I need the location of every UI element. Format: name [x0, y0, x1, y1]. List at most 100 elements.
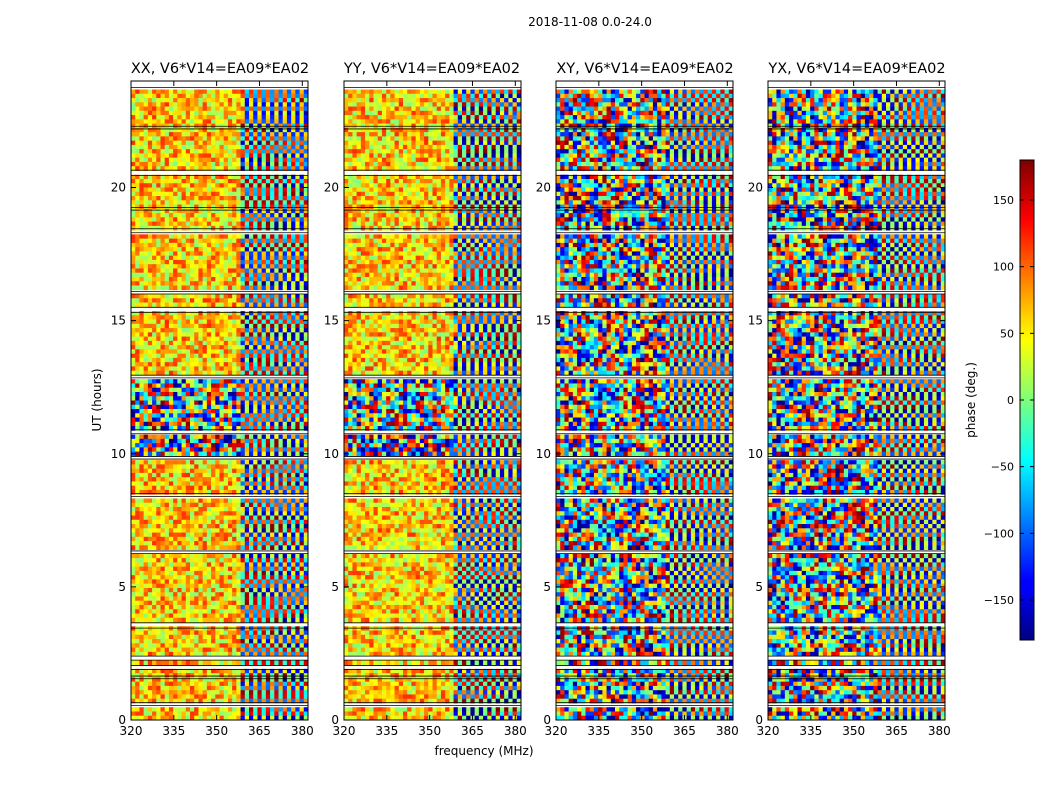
heatmap-cell [173, 234, 178, 239]
heatmap-cell [266, 294, 271, 299]
heatmap-cell [224, 200, 229, 205]
heatmap-cell [182, 222, 187, 227]
heatmap-cell [165, 183, 170, 188]
heatmap-cell [291, 192, 296, 197]
heatmap-cell [135, 119, 140, 124]
heatmap-cell [249, 264, 254, 269]
heatmap-cell [283, 256, 288, 261]
heatmap-cell [266, 196, 271, 201]
heatmap-cell [262, 247, 267, 252]
heatmap-cell [270, 222, 275, 227]
heatmap-cell [144, 294, 149, 299]
heatmap-cell [131, 115, 136, 120]
heatmap-cell [274, 213, 279, 218]
heatmap-cell [144, 183, 149, 188]
heatmap-cell [262, 102, 267, 107]
heatmap-cell [245, 145, 250, 150]
heatmap-cell [266, 209, 271, 214]
heatmap-cell [262, 205, 267, 210]
heatmap-cell [131, 94, 136, 99]
heatmap-cell [203, 222, 208, 227]
heatmap-cell [194, 136, 199, 141]
heatmap-cell [228, 251, 233, 256]
heatmap-cell [245, 111, 250, 116]
heatmap-cell [245, 239, 250, 244]
heatmap-cell [186, 294, 191, 299]
heatmap-cell [135, 226, 140, 231]
heatmap-cell [236, 268, 241, 273]
heatmap-cell [295, 136, 300, 141]
heatmap-cell [139, 200, 144, 205]
heatmap-cell [177, 273, 182, 278]
heatmap-cell [262, 281, 267, 286]
heatmap-cell [169, 264, 174, 269]
heatmap-cell [194, 234, 199, 239]
heatmap-cell [232, 294, 237, 299]
heatmap-cell [165, 234, 170, 239]
heatmap-cell [139, 209, 144, 214]
heatmap-cell [173, 239, 178, 244]
heatmap-cell [295, 153, 300, 158]
heatmap-cell [211, 260, 216, 265]
heatmap-cell [253, 234, 258, 239]
heatmap-cell [139, 149, 144, 154]
heatmap-cell [173, 285, 178, 290]
heatmap-cell [253, 179, 258, 184]
heatmap-cell [186, 179, 191, 184]
heatmap-cell [253, 183, 258, 188]
heatmap-cell [169, 251, 174, 256]
heatmap-cell [215, 281, 220, 286]
heatmap-cell [207, 141, 212, 146]
heatmap-cell [249, 90, 254, 95]
heatmap-cell [211, 205, 216, 210]
heatmap-cell [177, 268, 182, 273]
heatmap-cell [279, 243, 284, 248]
heatmap-cell [253, 222, 258, 227]
heatmap-cell [190, 119, 195, 124]
heatmap-cell [274, 196, 279, 201]
heatmap-cell [295, 209, 300, 214]
heatmap-cell [224, 132, 229, 137]
heatmap-cell [144, 234, 149, 239]
heatmap-cell [220, 285, 225, 290]
heatmap-cell [270, 102, 275, 107]
heatmap-cell [245, 94, 250, 99]
heatmap-cell [291, 94, 296, 99]
heatmap-cell [295, 94, 300, 99]
heatmap-cell [262, 179, 267, 184]
heatmap-cell [131, 209, 136, 214]
heatmap-cell [266, 132, 271, 137]
heatmap-cell [161, 192, 166, 197]
heatmap-cell [274, 90, 279, 95]
heatmap-cell [283, 196, 288, 201]
heatmap-cell [198, 90, 203, 95]
heatmap-cell [186, 115, 191, 120]
heatmap-cell [279, 136, 284, 141]
heatmap-cell [266, 141, 271, 146]
heatmap-cell [253, 132, 258, 137]
heatmap-cell [131, 247, 136, 252]
heatmap-cell [287, 115, 292, 120]
heatmap-cell [144, 285, 149, 290]
heatmap-cell [249, 285, 254, 290]
heatmap-cell [228, 209, 233, 214]
heatmap-cell [253, 200, 258, 205]
heatmap-cell [283, 268, 288, 273]
heatmap-cell [190, 153, 195, 158]
heatmap-cell [241, 294, 246, 299]
heatmap-cell [224, 141, 229, 146]
heatmap-cell [283, 107, 288, 112]
heatmap-cell [241, 285, 246, 290]
heatmap-cell [173, 94, 178, 99]
heatmap-cell [207, 256, 212, 261]
heatmap-cell [283, 285, 288, 290]
heatmap-cell [274, 102, 279, 107]
heatmap-cell [161, 102, 166, 107]
heatmap-cell [182, 209, 187, 214]
heatmap-cell [270, 281, 275, 286]
heatmap-cell [152, 217, 157, 222]
heatmap-cell [228, 281, 233, 286]
heatmap-cell [198, 158, 203, 163]
heatmap-cell [152, 209, 157, 214]
heatmap-cell [249, 153, 254, 158]
